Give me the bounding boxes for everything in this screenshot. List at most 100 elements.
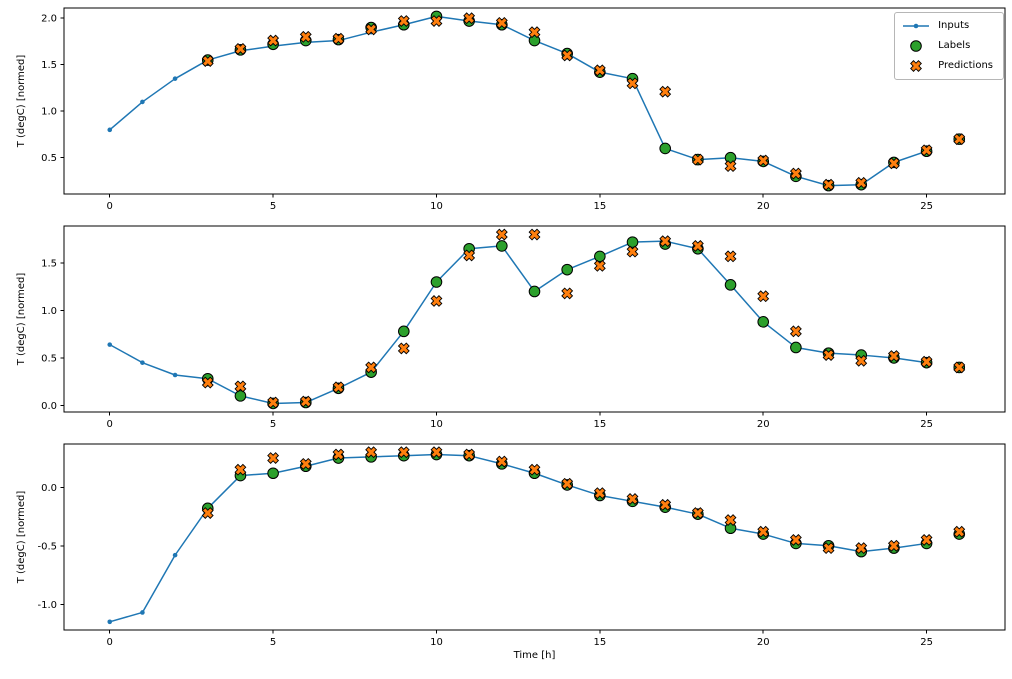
legend-line-icon [903, 23, 930, 29]
predictions-x-marker [887, 157, 900, 170]
x-tick-label: 20 [757, 637, 770, 648]
x-tick-label: 5 [270, 637, 276, 648]
predictions-x-marker [365, 23, 378, 36]
predictions-x-marker [789, 325, 802, 338]
x-tick-label: 20 [757, 419, 770, 430]
predictions-x-marker [724, 514, 737, 526]
predictions-x-marker [201, 376, 214, 389]
labels-circle-marker [757, 316, 770, 328]
y-tick-label: 0.5 [41, 153, 57, 164]
predictions-x-marker [855, 354, 868, 367]
y-axis-label: T (degC) [normed] [16, 273, 27, 367]
predictions-x-marker [299, 30, 312, 43]
series-predictions [201, 12, 966, 191]
predictions-x-marker [691, 153, 704, 166]
series-inputs [107, 452, 929, 625]
x-tick-label: 25 [920, 637, 933, 648]
x-tick-label: 0 [107, 201, 113, 212]
predictions-x-marker [920, 355, 933, 368]
predictions-x-marker [822, 349, 835, 362]
predictions-x-marker [593, 487, 606, 500]
series-inputs [107, 14, 929, 188]
inputs-dot-marker [172, 552, 178, 558]
predictions-x-marker [593, 64, 606, 77]
predictions-x-marker [463, 249, 476, 262]
predictions-x-marker [757, 525, 770, 538]
predictions-x-marker [920, 533, 933, 546]
predictions-x-marker [561, 49, 574, 62]
legend-x-marker-icon [910, 60, 923, 72]
inputs-dot-marker [172, 372, 178, 378]
predictions-x-marker [332, 448, 345, 461]
series-predictions [201, 228, 966, 409]
y-tick-label: -1.0 [37, 600, 57, 611]
legend: Inputs Labels Predictions [894, 12, 1004, 80]
predictions-x-marker [495, 228, 508, 241]
predictions-x-marker [430, 295, 443, 307]
x-tick-label: 20 [757, 201, 770, 212]
predictions-x-marker [659, 498, 672, 511]
series-labels [201, 10, 966, 192]
labels-circle-marker [626, 236, 639, 248]
predictions-x-marker [528, 463, 541, 476]
labels-circle-marker [790, 341, 802, 354]
y-tick-label: 2.0 [41, 14, 57, 25]
predictions-x-marker [299, 395, 312, 408]
y-tick-label: 0.0 [41, 401, 57, 412]
x-tick-label: 0 [107, 637, 113, 648]
predictions-x-marker [953, 133, 966, 146]
labels-circle-marker [496, 240, 508, 252]
predictions-x-marker [234, 380, 247, 393]
legend-entry-labels: Labels [902, 39, 993, 53]
x-tick-label: 15 [593, 637, 606, 648]
y-axis-label: T (degC) [normed] [16, 55, 27, 149]
predictions-x-marker [887, 350, 900, 362]
inputs-dot-marker [140, 99, 145, 105]
predictions-x-marker [365, 446, 378, 459]
inputs-line [109, 15, 927, 187]
labels-circle-marker [659, 142, 671, 155]
predictions-x-marker [691, 239, 704, 252]
labels-circle-marker [528, 285, 541, 298]
predictions-x-marker [332, 381, 345, 394]
predictions-x-marker [561, 477, 574, 490]
x-tick-label: 10 [430, 637, 443, 648]
legend-label: Inputs [938, 20, 970, 31]
predictions-x-marker [953, 525, 966, 538]
x-tick-label: 10 [430, 419, 443, 430]
inputs-line [109, 240, 927, 405]
predictions-x-marker [495, 455, 508, 468]
x-tick-label: 25 [920, 201, 933, 212]
predictions-x-marker [789, 167, 802, 180]
predictions-x-marker [724, 250, 737, 263]
predictions-x-marker [626, 493, 639, 505]
predictions-x-marker [855, 542, 868, 555]
predictions-x-marker [528, 26, 541, 39]
inputs-dot-marker [140, 610, 145, 615]
predictions-x-marker [397, 446, 410, 459]
series-labels [201, 448, 966, 558]
y-tick-label: 0.5 [41, 353, 57, 364]
predictions-x-marker [397, 15, 410, 27]
y-tick-label: 1.5 [41, 60, 57, 71]
legend-label: Labels [938, 40, 971, 51]
predictions-x-marker [626, 245, 639, 258]
y-tick-label: 1.0 [41, 107, 57, 118]
predictions-x-marker [757, 290, 770, 303]
predictions-x-marker [495, 16, 508, 29]
predictions-x-marker [430, 446, 443, 459]
legend-label: Predictions [938, 60, 993, 71]
predictions-x-marker [201, 507, 214, 519]
predictions-x-marker [757, 154, 770, 167]
subplot-2: 0 5 10 15 20 25 0.0 0.5 1.0 1.5 T (degC) [normed] [16, 225, 1006, 430]
labels-circle-marker [267, 467, 279, 480]
predictions-x-marker [234, 42, 247, 55]
legend-entry-inputs: Inputs [902, 19, 993, 33]
y-axis-label: T (degC) [normed] [16, 491, 27, 585]
y-tick-label: -0.5 [37, 541, 57, 552]
predictions-x-marker [528, 228, 541, 241]
predictions-x-marker [561, 287, 574, 300]
series-inputs [107, 238, 929, 406]
